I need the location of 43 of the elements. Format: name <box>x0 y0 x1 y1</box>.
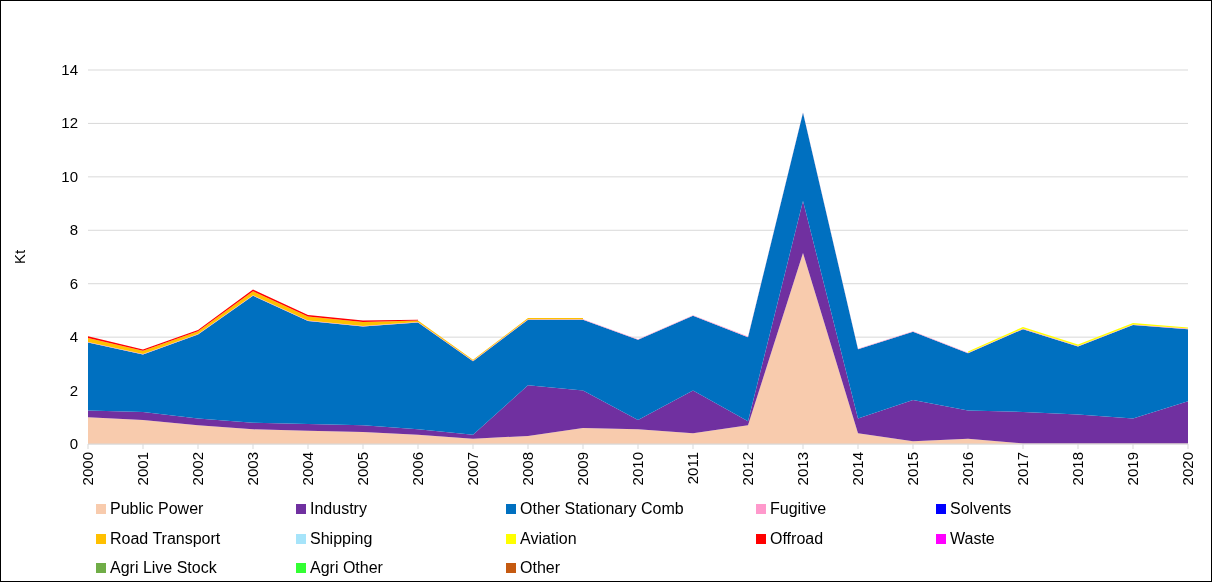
x-tick-label: 2017 <box>1014 452 1031 486</box>
y-tick-label: 10 <box>61 167 78 185</box>
x-tick-label: 2005 <box>354 452 371 486</box>
x-tick-label: 2004 <box>299 452 316 486</box>
y-tick-label: 8 <box>69 221 78 239</box>
y-tick-label: 6 <box>69 274 78 292</box>
x-tick-label: 2009 <box>574 452 591 486</box>
x-tick-label: 2015 <box>904 452 921 486</box>
x-tick-label: 2007 <box>464 452 481 486</box>
legend-label: Offroad <box>770 530 824 547</box>
x-tick-label: 2012 <box>739 452 756 486</box>
y-tick-label: 12 <box>61 114 78 132</box>
legend-label: Agri Live Stock <box>110 559 218 576</box>
x-tick-label: 2018 <box>1069 452 1086 486</box>
legend-label: Fugitive <box>770 500 827 517</box>
y-axis-title: Kt <box>11 249 28 265</box>
x-tick-label: 2008 <box>519 452 536 486</box>
x-tick-label: 2002 <box>189 452 206 486</box>
y-tick-label: 0 <box>69 435 78 452</box>
legend-label: Aviation <box>520 530 577 547</box>
x-tick-label: 2010 <box>629 452 646 486</box>
y-tick-label: 2 <box>69 381 78 399</box>
x-tick-label: 2000 <box>79 452 96 486</box>
x-tick-label: 2013 <box>794 452 811 486</box>
legend-label: Public Power <box>110 500 205 517</box>
x-tick-label: 2006 <box>409 452 426 486</box>
x-tick-label: 2011 <box>684 452 701 485</box>
x-tick-label: 2020 <box>1179 452 1196 486</box>
x-tick-label: 2014 <box>849 452 866 486</box>
legend-label: Industry <box>310 500 367 517</box>
x-tick-label: 2016 <box>959 452 976 486</box>
legend-label: Shipping <box>310 530 373 547</box>
legend-label: Waste <box>950 530 995 547</box>
x-tick-label: 2003 <box>244 452 261 486</box>
x-tick-label: 2019 <box>1124 452 1141 486</box>
x-tick-label: 2001 <box>134 452 151 486</box>
legend-label: Solvents <box>950 500 1012 517</box>
legend-label: Agri Other <box>310 559 384 576</box>
legend-label: Other Stationary Comb <box>520 500 684 517</box>
y-tick-label: 4 <box>69 328 78 346</box>
y-tick-label: 14 <box>61 61 78 78</box>
legend-label: Other <box>520 559 561 576</box>
legend-label: Road Transport <box>110 530 221 547</box>
